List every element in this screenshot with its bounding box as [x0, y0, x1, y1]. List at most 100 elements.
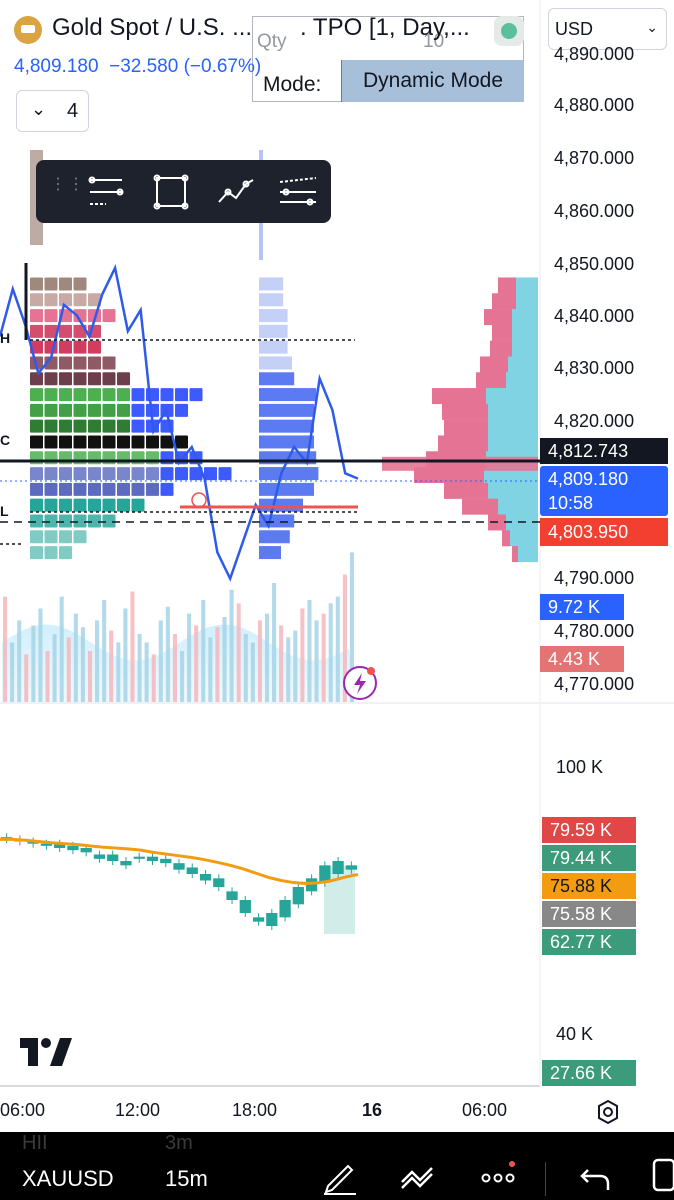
more-options-icon[interactable]: [478, 1156, 518, 1196]
volume-bar: [335, 596, 340, 702]
vp-buy-bar: [488, 403, 538, 420]
price-axis-label: 4,890.000: [554, 44, 635, 64]
mid-profile-bar: [259, 403, 314, 417]
mid-profile-bar: [259, 435, 314, 449]
vp-sell-bar: [414, 467, 484, 484]
tpo-cell: [59, 293, 72, 307]
rectangle-icon[interactable]: [151, 172, 191, 212]
price-axis-label: 4,830.000: [554, 358, 635, 378]
mode-value[interactable]: Dynamic Mode: [341, 60, 524, 102]
vp-sell-bar: [480, 356, 508, 373]
symbol-title[interactable]: Gold Spot / U.S. ...: [52, 14, 253, 41]
tpo-cell: [102, 372, 116, 386]
tpo-indicator-title[interactable]: . TPO [1, Day,...: [300, 14, 470, 41]
volume-bar: [10, 642, 15, 702]
indicators-icon[interactable]: [398, 1156, 438, 1196]
sell-volume-tag: 4.43 K: [540, 646, 624, 672]
candle-body: [319, 865, 331, 883]
parallel-lines-icon[interactable]: [278, 172, 318, 212]
tpo-cell: [44, 530, 58, 544]
trend-path-icon[interactable]: [216, 172, 256, 212]
volume-bar: [165, 606, 170, 702]
chart-settings-icon[interactable]: [594, 1098, 622, 1126]
vp-buy-bar: [518, 546, 538, 563]
candle-body: [133, 856, 145, 859]
tpo-cell: [30, 324, 43, 338]
time-axis-label: 06:00: [462, 1100, 508, 1120]
currency-select[interactable]: USD ⌄: [548, 8, 667, 50]
tpo-cell: [146, 467, 159, 481]
tpo-cell: [73, 530, 87, 544]
pen-drawing-icon[interactable]: [320, 1156, 360, 1196]
tpo-low-marker: L: [0, 503, 9, 519]
tpo-cell: [59, 388, 72, 402]
ma-value-tag: 75.88 K: [542, 873, 636, 899]
tpo-cell: [30, 435, 43, 449]
lower-value-tag: 27.66 K: [542, 1060, 636, 1086]
candle-body: [146, 856, 159, 861]
tpo-cell: [88, 435, 101, 449]
tpo-cell: [102, 403, 116, 417]
time-axis-label: 06:00: [0, 1100, 46, 1120]
ghost-symbol: HII: [22, 1132, 48, 1154]
lightning-icon: [343, 666, 377, 700]
tpo-cell: [88, 467, 101, 481]
undo-icon[interactable]: [576, 1156, 616, 1196]
drawing-toolbar[interactable]: ⋮⋮: [36, 160, 331, 223]
vp-buy-bar: [488, 435, 538, 452]
price-axis-label: 4,880.000: [554, 95, 635, 115]
tpo-cell: [73, 419, 87, 433]
mid-profile-bar: [259, 419, 314, 433]
candle-body: [266, 913, 278, 926]
volume-bar: [201, 600, 206, 702]
status-dot-button[interactable]: [494, 16, 524, 46]
volume-bar: [130, 591, 135, 702]
mid-profile-bar: [259, 293, 284, 307]
volume-bar: [187, 613, 192, 702]
volume-bar: [109, 630, 114, 702]
tpo-cell: [30, 277, 43, 291]
tpo-cell: [189, 388, 203, 402]
tpo-cell: [146, 482, 159, 496]
tpo-cell: [88, 372, 101, 386]
tpo-high-marker: H: [0, 330, 11, 346]
mid-profile-bar: [259, 340, 288, 354]
timeframe-button[interactable]: 15m: [165, 1166, 208, 1191]
tpo-cell: [59, 514, 72, 528]
buy-volume-tag: 9.72 K: [540, 594, 624, 620]
layout-icon[interactable]: [640, 1156, 674, 1196]
tpo-cell: [73, 467, 87, 481]
candle-body: [160, 858, 172, 864]
tpo-cell: [131, 435, 145, 449]
tpo-cell: [44, 546, 58, 560]
tpo-cell: [102, 356, 116, 370]
volume-bar: [349, 552, 354, 702]
tpo-cell: [44, 514, 58, 528]
tpo-close-marker: C: [0, 432, 11, 448]
tpo-cell: [44, 498, 58, 512]
symbol-button[interactable]: XAUUSD: [22, 1166, 114, 1191]
tpo-cell: [131, 498, 145, 512]
candle-body: [186, 867, 198, 874]
qty-value: 10: [423, 31, 445, 52]
tpo-cell: [59, 356, 72, 370]
time-axis-label-date: 16: [362, 1100, 383, 1120]
tpo-cell: [117, 498, 130, 512]
tpo-cell: [88, 356, 101, 370]
tpo-cell: [117, 467, 130, 481]
indicators-collapse-button[interactable]: ⌄ 4: [16, 90, 89, 132]
volume-bar: [24, 654, 29, 702]
fib-lines-icon[interactable]: [86, 172, 126, 212]
tpo-cell: [189, 467, 203, 481]
tpo-cell: [102, 435, 116, 449]
drag-handle-icon[interactable]: ⋮⋮: [50, 176, 86, 193]
candle-body: [279, 900, 291, 918]
vp-sell-bar: [462, 498, 498, 515]
tpo-cell: [73, 356, 87, 370]
price-change: −32.580: [109, 56, 179, 77]
tpo-cell: [175, 435, 188, 449]
volume-bar: [208, 637, 213, 702]
vp-buy-bar: [512, 324, 538, 341]
tpo-settings-panel[interactable]: Qty 10 Mode: Dynamic Mode: [252, 16, 524, 102]
